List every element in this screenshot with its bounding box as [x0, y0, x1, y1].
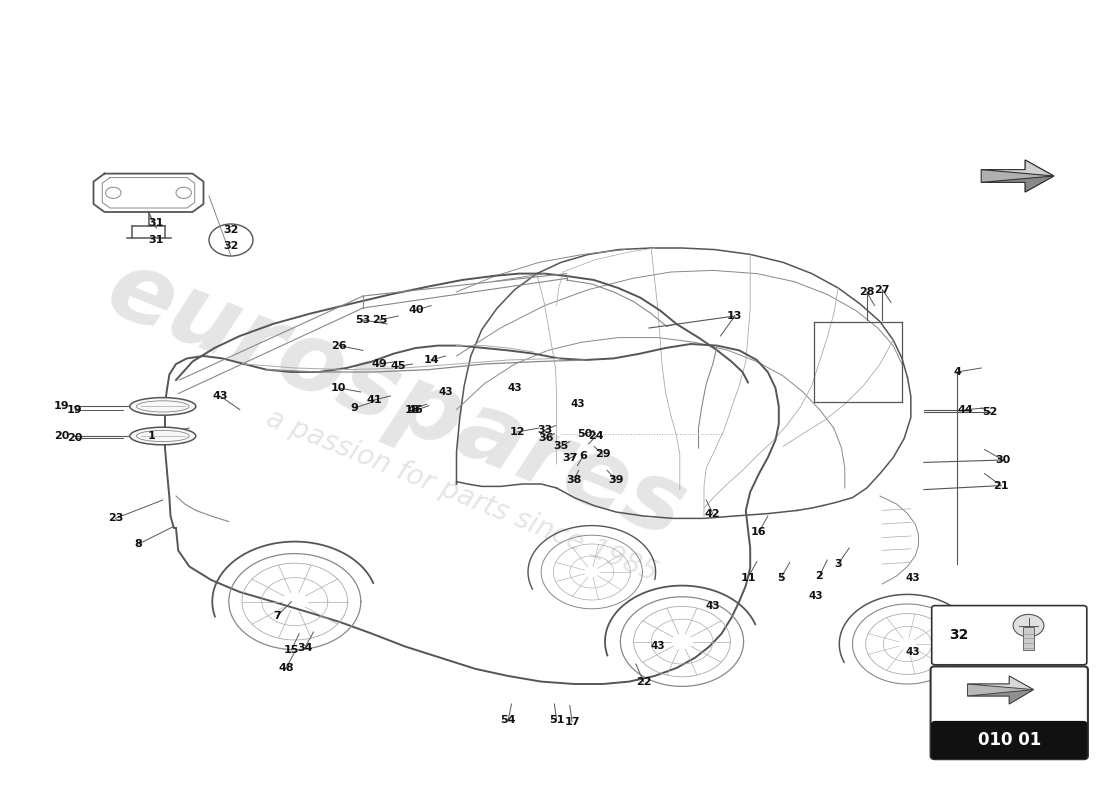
Text: 6: 6	[579, 451, 587, 461]
Text: 52: 52	[982, 407, 998, 417]
Text: 9: 9	[350, 403, 359, 413]
Text: eurospares: eurospares	[94, 242, 698, 558]
Text: 10: 10	[331, 383, 346, 393]
Text: 22: 22	[636, 677, 651, 686]
Text: 16: 16	[751, 527, 767, 537]
Text: 26: 26	[331, 341, 346, 350]
Text: 45: 45	[390, 362, 406, 371]
Text: 39: 39	[608, 475, 624, 485]
FancyBboxPatch shape	[931, 666, 1088, 759]
Text: 3: 3	[835, 559, 842, 569]
Polygon shape	[968, 690, 1034, 704]
Text: 32: 32	[949, 628, 969, 642]
Text: 43: 43	[570, 399, 585, 409]
Polygon shape	[981, 160, 1054, 176]
Text: 2: 2	[815, 571, 824, 581]
Text: 53: 53	[355, 315, 371, 325]
Text: 8: 8	[134, 539, 143, 549]
Text: 17: 17	[564, 717, 580, 726]
Text: 20: 20	[54, 431, 69, 441]
Text: 12: 12	[509, 427, 525, 437]
Text: 43: 43	[905, 647, 921, 657]
Text: 48: 48	[278, 663, 294, 673]
Text: 43: 43	[905, 573, 921, 582]
Text: 31: 31	[148, 218, 164, 228]
Text: 32: 32	[223, 242, 239, 251]
FancyBboxPatch shape	[932, 722, 1087, 758]
Text: 32: 32	[223, 226, 239, 235]
Polygon shape	[968, 676, 1034, 704]
Polygon shape	[981, 176, 1054, 192]
Text: 42: 42	[705, 509, 720, 518]
Text: 43: 43	[808, 591, 824, 601]
Text: 24: 24	[588, 431, 604, 441]
Text: 20: 20	[67, 434, 82, 443]
FancyBboxPatch shape	[1023, 627, 1034, 650]
Ellipse shape	[130, 398, 196, 415]
Text: 37: 37	[562, 454, 578, 463]
Text: 19: 19	[54, 402, 69, 411]
Text: a passion for parts since 1985: a passion for parts since 1985	[262, 405, 662, 587]
Text: 19: 19	[67, 405, 82, 414]
Text: 43: 43	[507, 383, 522, 393]
Text: 7: 7	[273, 611, 282, 621]
Text: 1: 1	[147, 431, 156, 441]
Text: 38: 38	[566, 475, 582, 485]
Text: 28: 28	[859, 287, 874, 297]
Text: 18: 18	[405, 405, 420, 414]
Ellipse shape	[130, 427, 196, 445]
Text: 25: 25	[372, 315, 387, 325]
Text: 34: 34	[297, 643, 312, 653]
Text: 14: 14	[424, 355, 439, 365]
FancyBboxPatch shape	[932, 606, 1087, 665]
Text: 43: 43	[212, 391, 228, 401]
Text: 43: 43	[650, 642, 666, 651]
Text: 5: 5	[778, 573, 784, 582]
Text: 11: 11	[740, 573, 756, 582]
Text: 31: 31	[148, 235, 164, 245]
Text: 33: 33	[537, 426, 552, 435]
Text: 23: 23	[108, 514, 123, 523]
Text: 36: 36	[538, 434, 553, 443]
Text: 43: 43	[438, 387, 453, 397]
Text: 010 01: 010 01	[978, 731, 1041, 749]
Text: 30: 30	[996, 455, 1011, 465]
Text: 15: 15	[284, 645, 299, 654]
Text: 21: 21	[993, 481, 1009, 490]
Text: 54: 54	[500, 715, 516, 725]
Text: 44: 44	[958, 405, 974, 414]
Text: 13: 13	[727, 311, 742, 321]
Polygon shape	[968, 676, 1034, 690]
Text: 35: 35	[553, 442, 569, 451]
Text: 27: 27	[874, 285, 890, 294]
Text: 40: 40	[408, 306, 424, 315]
Text: 46: 46	[408, 406, 424, 415]
Text: 49: 49	[372, 359, 387, 369]
Text: 50: 50	[578, 429, 593, 438]
Text: 4: 4	[953, 367, 961, 377]
Text: 51: 51	[549, 715, 564, 725]
Text: 41: 41	[366, 395, 382, 405]
Polygon shape	[981, 160, 1054, 192]
Circle shape	[1013, 614, 1044, 637]
Text: 43: 43	[705, 602, 720, 611]
Text: 29: 29	[595, 450, 610, 459]
